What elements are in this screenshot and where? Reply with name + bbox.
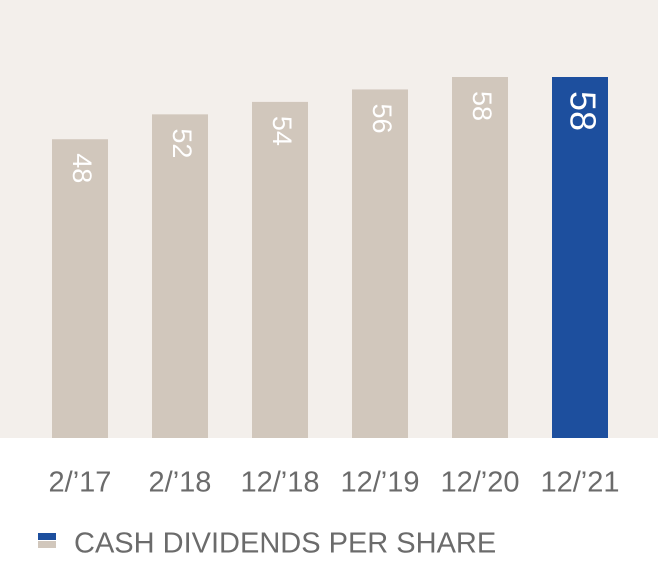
value-label: 56	[367, 103, 397, 133]
bar	[352, 89, 408, 438]
x-tick-label: 2/’17	[49, 467, 112, 499]
x-tick-label: 12/’18	[240, 467, 319, 499]
bar	[552, 77, 608, 438]
legend-swatch	[38, 541, 56, 548]
legend-label: CASH DIVIDENDS PER SHARE	[74, 528, 496, 559]
value-label: 52	[167, 128, 197, 158]
bar	[452, 77, 508, 438]
value-label: 58	[467, 91, 497, 121]
x-tick-label: 12/’21	[540, 467, 619, 499]
x-tick-label: 12/’19	[340, 467, 419, 499]
bar	[52, 139, 108, 438]
value-label: 54	[267, 116, 297, 146]
legend-swatch	[38, 533, 56, 540]
value-label: 58	[562, 91, 603, 131]
x-tick-label: 2/’18	[149, 467, 212, 499]
value-label: 48	[67, 153, 97, 183]
bar	[252, 101, 308, 439]
x-tick-label: 12/’20	[440, 467, 519, 499]
plot-background	[0, 0, 658, 438]
bar	[152, 114, 208, 439]
